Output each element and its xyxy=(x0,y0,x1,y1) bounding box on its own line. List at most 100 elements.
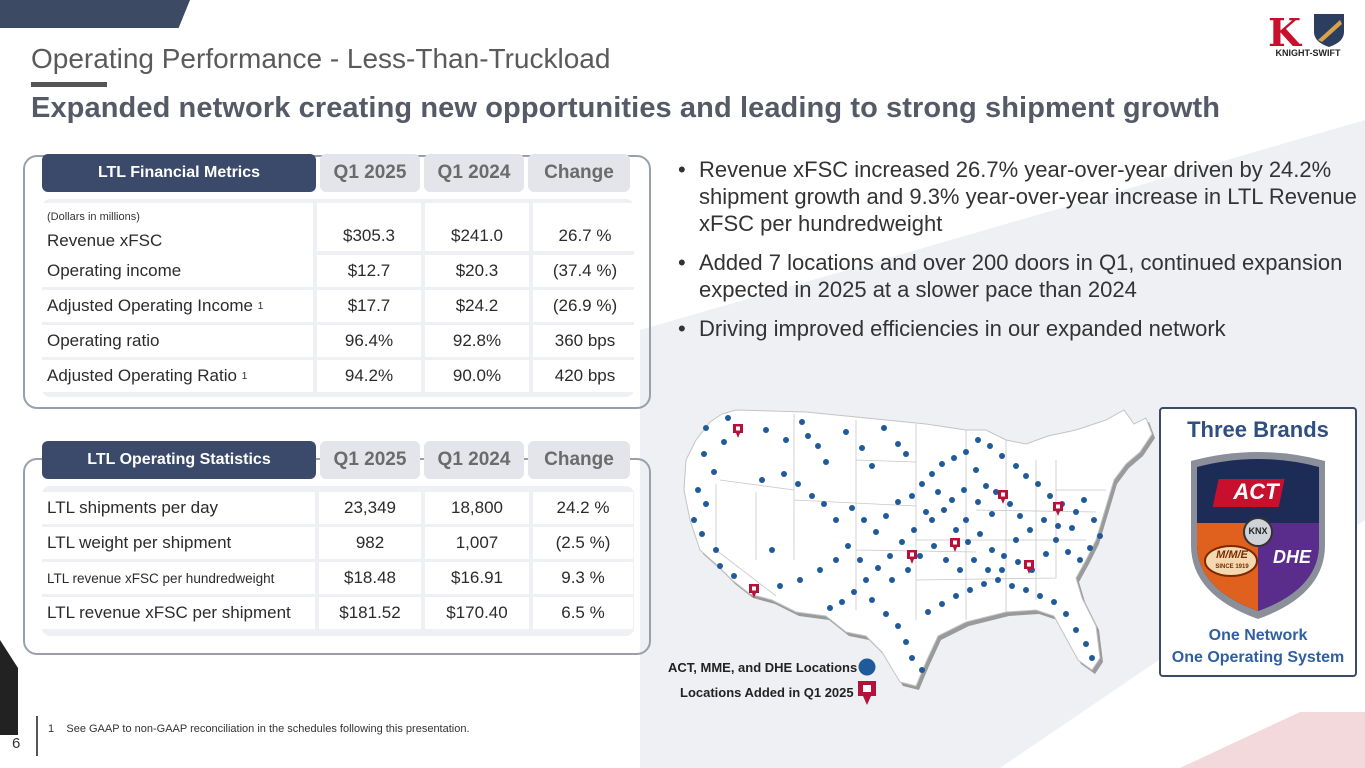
table-row: LTL revenue xFSC per hundredweight $18.4… xyxy=(42,562,637,594)
location-dot xyxy=(1007,501,1013,507)
location-dot xyxy=(971,557,977,563)
location-dot xyxy=(963,449,969,455)
location-dot xyxy=(989,511,995,517)
logo-wordmark: KNIGHT-SWIFT xyxy=(1275,48,1341,58)
location-dot xyxy=(981,581,987,587)
location-dot xyxy=(1009,583,1015,589)
added-location-pin xyxy=(733,424,743,438)
location-dot xyxy=(691,517,697,523)
statistics-header-change: Change xyxy=(528,441,630,479)
added-location-pin xyxy=(1024,560,1034,574)
table-cell-change: 26.7 % xyxy=(533,203,637,251)
table-cell-label: (Dollars in millions) Revenue xFSC xyxy=(42,203,313,256)
location-dot xyxy=(821,501,827,507)
added-location-pin xyxy=(950,538,960,552)
location-dot xyxy=(953,593,959,599)
row-label: Adjusted Operating Income xyxy=(47,296,254,315)
location-dot xyxy=(899,539,905,545)
location-dot xyxy=(1051,599,1057,605)
location-dot xyxy=(975,499,981,505)
location-dot xyxy=(701,451,707,457)
brand-mme-label: M/M/E xyxy=(1216,549,1248,561)
location-dot xyxy=(1083,641,1089,647)
page-title: Operating Performance - Less-Than-Truckl… xyxy=(31,43,611,74)
location-dot xyxy=(941,507,947,513)
added-location-pin xyxy=(907,550,917,564)
location-dot xyxy=(711,469,717,475)
financial-header-q1-2025: Q1 2025 xyxy=(320,154,420,192)
location-dot xyxy=(939,461,945,467)
table-cell-change: (2.5 %) xyxy=(533,527,633,559)
location-dot xyxy=(1087,545,1093,551)
location-dot xyxy=(1035,481,1041,487)
footnote-ref: 1 xyxy=(257,300,264,312)
brand-mme-since-label: SINCE 1919 xyxy=(1215,564,1249,570)
location-dot xyxy=(869,597,875,603)
location-dot xyxy=(1053,537,1059,543)
added-location-pin xyxy=(998,490,1008,504)
logo-mark: K xyxy=(1268,10,1302,55)
table-cell-q1-2025: $181.52 xyxy=(319,597,421,629)
location-dot xyxy=(1063,611,1069,617)
location-dot xyxy=(903,451,909,457)
location-dot xyxy=(919,667,925,673)
brand-knx-label: KNX xyxy=(1248,526,1268,536)
table-row: LTL shipments per day 23,349 18,800 24.2… xyxy=(42,492,637,524)
location-dot xyxy=(1073,627,1079,633)
added-location-pin xyxy=(749,584,759,598)
financial-header-q1-2024: Q1 2024 xyxy=(424,154,524,192)
financial-header-change: Change xyxy=(528,154,630,192)
location-dot xyxy=(949,497,955,503)
location-dot xyxy=(703,501,709,507)
location-dot xyxy=(823,459,829,465)
location-dot xyxy=(909,655,915,661)
table-row: (Dollars in millions) Revenue xFSC $305.… xyxy=(42,203,641,256)
title-underline xyxy=(31,82,107,87)
table-cell-label: LTL shipments per day xyxy=(42,492,315,524)
location-dot xyxy=(799,419,805,425)
location-dot xyxy=(1073,509,1079,515)
table-cell-q1-2025: 23,349 xyxy=(319,492,421,524)
table-cell-q1-2025: $17.7 xyxy=(317,290,421,322)
location-dot xyxy=(963,517,969,523)
bullet-list: Revenue xFSC increased 26.7% year-over-y… xyxy=(678,156,1358,354)
operating-statistics-table: LTL Operating Statistics Q1 2025 Q1 2024… xyxy=(42,440,634,636)
table-cell-q1-2025: $18.48 xyxy=(319,562,421,594)
location-dot xyxy=(851,589,857,595)
location-dot xyxy=(1013,463,1019,469)
statistics-header-title: LTL Operating Statistics xyxy=(42,441,316,479)
row-label: Revenue xFSC xyxy=(47,231,163,250)
location-dot xyxy=(763,427,769,433)
table-cell-change: 360 bps xyxy=(533,325,637,357)
location-dot xyxy=(859,445,865,451)
location-dot xyxy=(869,463,875,469)
table-cell-q1-2024: $20.3 xyxy=(425,255,529,287)
location-dot xyxy=(873,529,879,535)
table-cell-q1-2025: 96.4% xyxy=(317,325,421,357)
state-borders xyxy=(715,414,1106,620)
brands-footer: One Network One Operating System xyxy=(1161,625,1355,669)
location-dot xyxy=(919,481,925,487)
financial-metrics-table: LTL Financial Metrics Q1 2025 Q1 2024 Ch… xyxy=(42,153,637,397)
location-dot xyxy=(923,509,929,515)
us-locations-map xyxy=(683,409,1155,690)
page-number: 6 xyxy=(12,735,21,752)
location-dot xyxy=(911,527,917,533)
location-dot xyxy=(783,437,789,443)
location-dot xyxy=(827,605,833,611)
location-dot xyxy=(759,477,765,483)
location-dot xyxy=(1023,473,1029,479)
location-dot xyxy=(863,577,869,583)
location-dot xyxy=(839,599,845,605)
table-cell-change: 9.3 % xyxy=(533,562,633,594)
shield-logo-icon xyxy=(1314,14,1344,47)
table-cell-label: LTL revenue xFSC per hundredweight xyxy=(42,562,315,594)
table-cell-change: (37.4 %) xyxy=(533,255,637,287)
location-dot xyxy=(1023,587,1029,593)
location-dot xyxy=(993,489,999,495)
table-row: LTL weight per shipment 982 1,007 (2.5 %… xyxy=(42,527,637,559)
table-cell-q1-2024: $170.40 xyxy=(425,597,529,629)
footnote: 1 See GAAP to non-GAAP reconciliation in… xyxy=(48,723,470,735)
legend-added-label: Locations Added in Q1 2025 xyxy=(680,685,854,700)
table-cell-label: LTL weight per shipment xyxy=(42,527,315,559)
